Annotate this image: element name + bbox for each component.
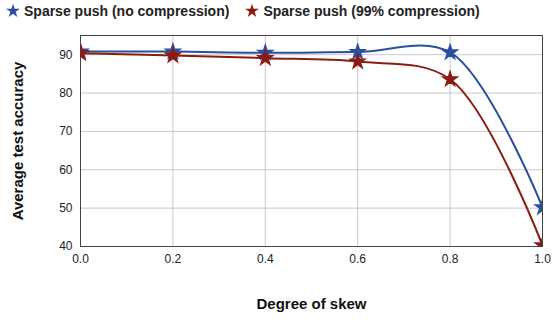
svg-text:Degree of skew: Degree of skew — [256, 295, 366, 312]
svg-text:70: 70 — [59, 124, 73, 138]
svg-text:90: 90 — [59, 48, 73, 62]
svg-text:0.2: 0.2 — [165, 252, 182, 266]
svg-text:0.0: 0.0 — [72, 252, 89, 266]
svg-text:60: 60 — [59, 163, 73, 177]
svg-text:0.6: 0.6 — [349, 252, 366, 266]
svg-text:80: 80 — [59, 86, 73, 100]
svg-text:0.4: 0.4 — [257, 252, 274, 266]
html-text:Sparse push (no compression): Sparse push (no compression) — [24, 3, 230, 19]
svg-text:0.8: 0.8 — [442, 252, 459, 266]
svg-text:1.0: 1.0 — [534, 252, 551, 266]
svg-text:50: 50 — [59, 201, 73, 215]
svg-text:40: 40 — [59, 239, 73, 253]
svg-text:Average test accuracy: Average test accuracy — [9, 61, 26, 220]
html-text:Sparse push (99% compression): Sparse push (99% compression) — [263, 3, 480, 19]
